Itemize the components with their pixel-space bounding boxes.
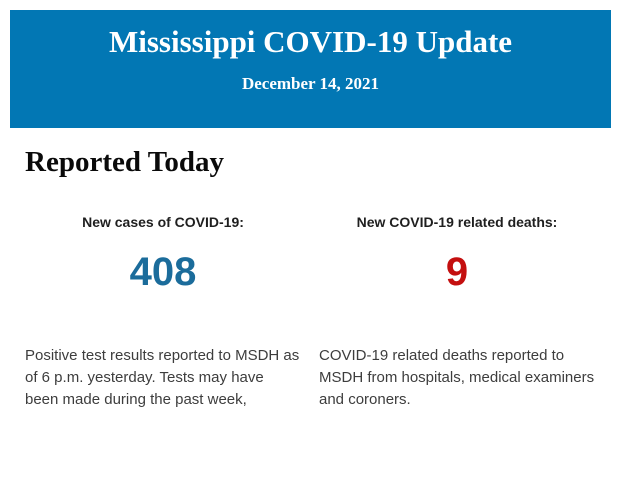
section-title: Reported Today: [25, 146, 225, 178]
page-title: Mississippi COVID-19 Update: [108, 24, 513, 59]
stat-label-deaths: New COVID-19 related deaths:: [356, 214, 558, 230]
stat-column-new-cases: New cases of COVID-19: 408 Positive test…: [25, 213, 301, 411]
stat-description-new-cases: Positive test results reported to MSDH a…: [25, 347, 300, 408]
header-banner: Mississippi COVID-19 Update December 14,…: [10, 10, 611, 128]
stat-value-new-cases: 408: [129, 250, 197, 294]
stat-value-deaths: 9: [445, 250, 469, 294]
report-date: December 14, 2021: [241, 74, 380, 93]
report-page: Mississippi COVID-19 Update December 14,…: [0, 10, 620, 493]
stats-row: New cases of COVID-19: 408 Positive test…: [25, 213, 595, 411]
stat-description-deaths: COVID-19 related deaths reported to MSDH…: [319, 347, 595, 408]
stat-column-deaths: New COVID-19 related deaths: 9 COVID-19 …: [319, 213, 595, 411]
stat-label-new-cases: New cases of COVID-19:: [82, 214, 244, 230]
main-content: Reported Today New cases of COVID-19: 40…: [0, 145, 620, 411]
